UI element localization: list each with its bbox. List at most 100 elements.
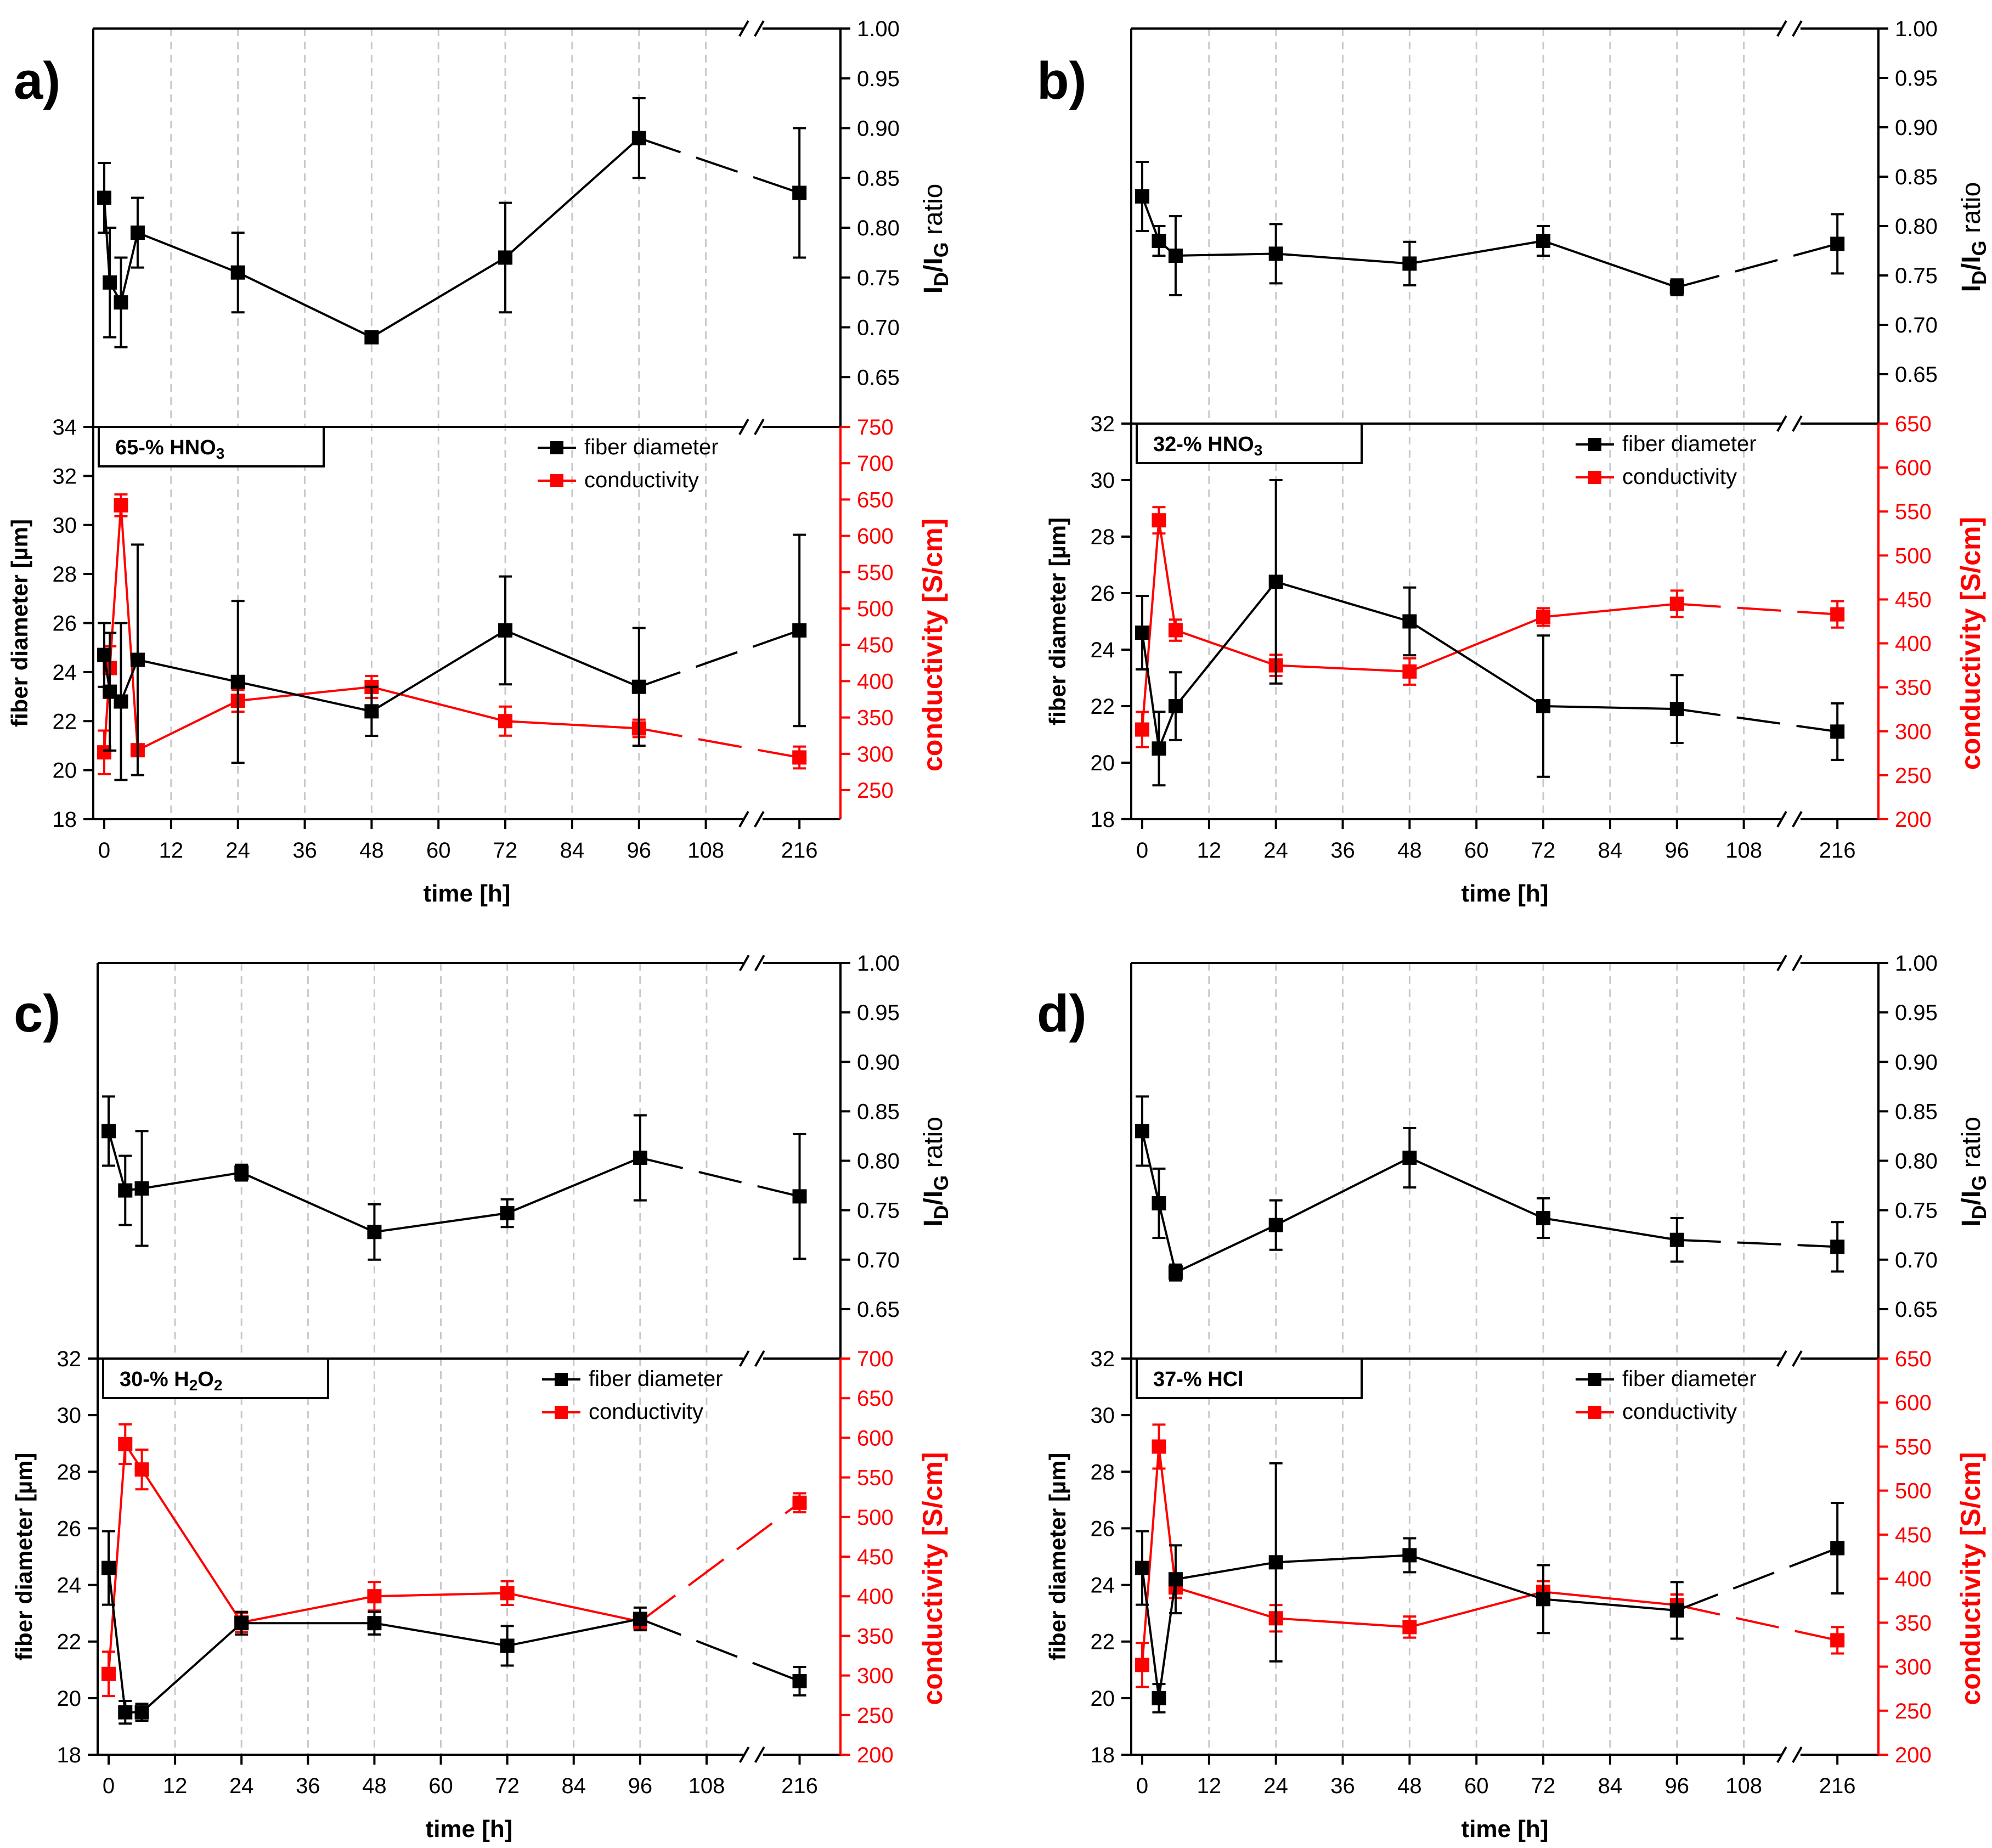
conductivity-tick-label: 500 [857,597,894,621]
conductivity-point [792,1495,807,1510]
panel-label: d) [1037,984,1087,1043]
axis-break-mark [1792,955,1803,971]
legend: fiber diameter conductivity [542,1367,723,1424]
conductivity-line-segment [1543,1591,1677,1607]
ratio-point [1268,1218,1283,1232]
x-tick-label: 96 [627,838,651,863]
ratio-line-segment [137,232,239,274]
ratio-line-segment [1409,240,1544,265]
conductivity-line-segment [109,505,122,668]
ratio-series [101,1095,807,1261]
conductivity-tick-label: 250 [1895,764,1932,788]
x-tick-label: 12 [1197,838,1222,863]
diameter-line-segment [1543,705,1677,711]
sample-label-box [102,1357,329,1399]
ratio-line-segment [1409,1157,1544,1219]
ratio-point [118,1183,133,1198]
diameter-point [498,623,513,638]
legend-marker-diameter [550,441,563,454]
ratio-point [1830,236,1845,251]
conductivity-tick-label: 550 [1895,1435,1932,1459]
sample-label: 65-% HNO3 [115,436,224,462]
diameter-tick-label: 28 [1091,525,1115,549]
ratio-tick-label: 0.75 [1895,1199,1938,1223]
axis-break-mark [1792,415,1803,432]
ratio-point [792,1189,807,1204]
ratio-point [633,1151,647,1165]
conductivity-tick-label: 600 [1895,1391,1932,1415]
ratio-tick-label: 1.00 [857,951,900,976]
diameter-axis-title: fiber diameter [µm] [1045,517,1070,725]
conductivity-line-segment [371,686,506,723]
diameter-line-segment [505,629,640,688]
x-tick-label: 216 [1819,838,1856,863]
conductivity-tick-label: 250 [857,1704,894,1728]
ratio-line-segment [1276,252,1410,265]
conductivity-line-segment [1677,602,1838,616]
ratio-tick-label: 0.70 [1895,1248,1938,1272]
ratio-tick-label: 1.00 [1895,17,1938,41]
conductivity-tick-label: 200 [857,1743,894,1767]
diameter-tick-label: 18 [53,808,77,832]
x-tick-label: 72 [493,838,518,863]
ratio-line-segment [1275,1157,1410,1226]
sample-label-box [1136,1357,1363,1399]
diameter-tick-label: 18 [1091,1743,1115,1767]
diameter-point [1830,724,1845,739]
conductivity-point [367,1589,382,1604]
ratio-series [1135,1095,1845,1282]
diameter-point [1168,699,1183,713]
conductivity-tick-label: 400 [1895,1567,1932,1591]
diameter-series [97,533,807,781]
conductivity-line-segment [108,1444,127,1674]
diameter-line-segment [374,1622,507,1647]
conductivity-line-segment [507,1592,641,1623]
x-tick-label: 24 [229,1774,254,1798]
x-tick-label: 108 [687,838,724,863]
ratio-line-segment [504,137,640,258]
diameter-tick-label: 20 [1091,1687,1115,1711]
ratio-point [234,1165,249,1180]
conductivity-tick-label: 300 [1895,1655,1932,1680]
ratio-title-part: D [1968,271,1990,285]
x-tick-label: 84 [560,838,585,863]
legend-marker-diameter [1588,1373,1601,1386]
diameter-line-segment [1175,1561,1277,1581]
ratio-tick-label: 0.95 [857,1001,900,1025]
ratio-point [103,275,117,290]
sample-label: 30-% H2O2 [120,1368,222,1394]
conductivity-point [101,1666,116,1681]
legend-marker-conductivity [555,1406,568,1419]
ratio-tick-label: 0.85 [1895,165,1938,189]
ratio-line-segment [142,1171,242,1190]
axis-break-mark [1792,20,1803,37]
x-tick-label: 60 [1464,838,1489,863]
axis-break-mark [754,1746,765,1763]
diameter-line-segment [1677,708,1838,733]
ratio-title-part: /I [919,257,948,272]
legend-label-diameter: fiber diameter [1622,1367,1757,1391]
diameter-point [500,1638,515,1653]
conductivity-line-segment [1158,1446,1177,1588]
conductivity-line-segment [374,1592,507,1598]
ratio-tick-label: 0.80 [857,1150,900,1174]
conductivity-tick-label: 600 [857,1426,894,1450]
ratio-line-segment [1175,1224,1277,1274]
legend: fiber diameter conductivity [1576,1367,1757,1424]
diameter-point [130,652,145,667]
conductivity-tick-label: 200 [1895,808,1932,832]
ratio-series [1135,161,1845,296]
axis-break-mark [1792,1350,1803,1367]
diameter-line-segment [371,629,506,713]
x-axis-title: time [h] [426,1816,513,1843]
conductivity-line-segment [1276,1617,1410,1629]
diameter-tick-label: 24 [1091,638,1115,662]
legend-marker-conductivity [550,474,563,487]
ratio-point [1168,249,1183,263]
ratio-title-part: /I [919,1191,948,1205]
ratio-tick-label: 0.80 [1895,215,1938,239]
ratio-point [1135,189,1149,204]
ratio-point [97,190,111,205]
conductivity-point [792,750,807,765]
conductivity-tick-label: 600 [1895,456,1932,480]
